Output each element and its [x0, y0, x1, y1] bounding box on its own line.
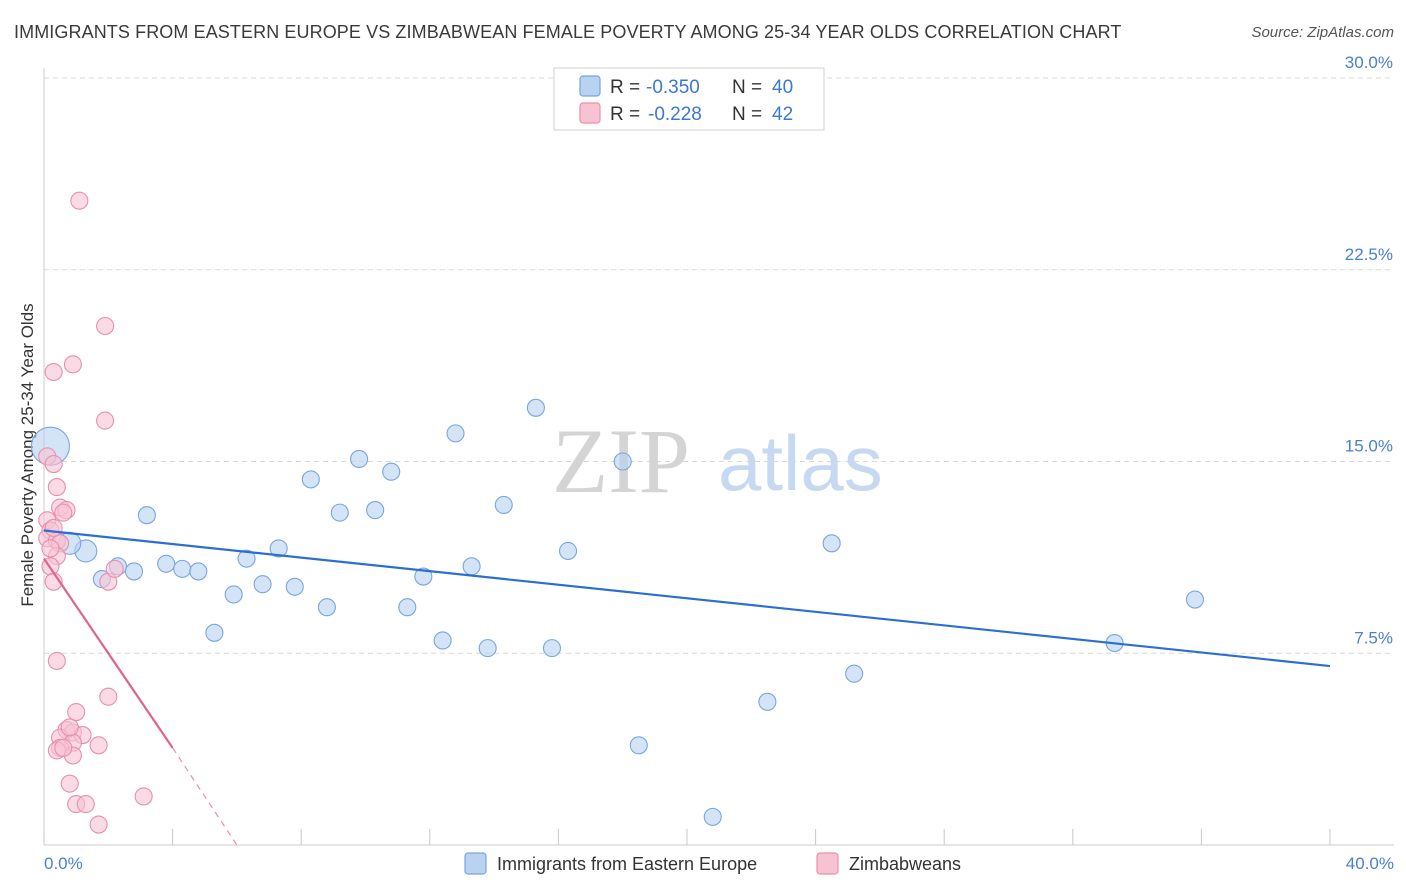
point-eastern-europe — [285, 577, 304, 596]
point-eastern-europe — [494, 495, 513, 515]
legend-swatch-blue — [579, 75, 601, 97]
y-tick-label: 7.5% — [1354, 628, 1393, 647]
point-eastern-europe — [350, 449, 369, 468]
point-eastern-europe — [758, 692, 777, 711]
point-eastern-europe — [526, 398, 545, 417]
point-zimbabweans — [47, 478, 66, 497]
point-zimbabweans — [89, 736, 108, 755]
point-zimbabweans — [41, 539, 60, 558]
point-eastern-europe — [446, 424, 465, 443]
point-zimbabweans — [54, 738, 73, 757]
point-eastern-europe — [124, 562, 144, 581]
trend-line-zimbabweans — [43, 558, 174, 749]
point-zimbabweans — [99, 687, 118, 706]
legend-r-value-blue: -0.350 — [646, 77, 700, 98]
point-zimbabweans — [60, 718, 79, 737]
legend-r-label-pink: R = — [610, 104, 640, 125]
point-eastern-europe — [462, 557, 481, 576]
series-legend-swatch-pink — [816, 852, 839, 875]
point-zimbabweans — [60, 774, 79, 793]
x-tick-labels: 0.0% 40.0% — [44, 854, 1394, 873]
point-eastern-europe — [224, 585, 243, 604]
legend-n-value-pink: 42 — [772, 104, 793, 125]
x-tick-label-min: 0.0% — [44, 854, 83, 873]
point-zimbabweans — [134, 787, 153, 806]
legend-r-value-pink: -0.228 — [648, 104, 702, 125]
legend-n-value-blue: 40 — [772, 77, 793, 98]
trend-line-eastern-europe — [43, 529, 1331, 668]
x-axis-ticks — [43, 829, 1331, 845]
point-eastern-europe — [189, 562, 208, 581]
point-eastern-europe — [433, 631, 452, 650]
y-tick-label: 30.0% — [1345, 53, 1393, 72]
point-eastern-europe — [137, 506, 156, 525]
y-tick-label: 22.5% — [1345, 245, 1393, 264]
point-eastern-europe — [845, 664, 864, 683]
point-eastern-europe — [629, 736, 648, 755]
legend-r-label-blue: R = — [610, 77, 640, 98]
point-eastern-europe — [301, 470, 320, 489]
series-zimbabweans-points — [38, 191, 153, 834]
point-zimbabweans — [54, 503, 73, 522]
series-eastern-europe-points — [30, 398, 1205, 826]
point-zimbabweans — [76, 795, 95, 814]
point-zimbabweans — [67, 703, 86, 722]
point-eastern-europe — [157, 554, 176, 573]
series-legend-label-pink: Zimbabweans — [849, 854, 961, 874]
y-tick-label: 15.0% — [1345, 437, 1393, 456]
point-eastern-europe — [382, 462, 401, 481]
point-eastern-europe — [269, 539, 288, 558]
point-eastern-europe — [205, 623, 224, 642]
point-zimbabweans — [89, 815, 108, 834]
point-eastern-europe — [613, 452, 632, 471]
point-zimbabweans — [96, 411, 115, 430]
point-eastern-europe — [1185, 590, 1205, 609]
point-zimbabweans — [70, 191, 89, 210]
trend-lines — [43, 529, 1331, 846]
legend-swatch-pink — [579, 102, 601, 124]
point-eastern-europe — [703, 807, 722, 826]
chart-title: IMMIGRANTS FROM EASTERN EUROPE VS ZIMBAB… — [14, 22, 1122, 42]
point-zimbabweans — [44, 518, 63, 538]
point-zimbabweans — [105, 559, 124, 578]
legend-box: R = -0.350 N = 40 R = -0.228 N = 42 — [553, 67, 825, 131]
point-eastern-europe — [317, 598, 336, 617]
point-zimbabweans — [63, 355, 82, 374]
point-zimbabweans — [44, 362, 63, 382]
point-eastern-europe — [414, 567, 433, 586]
point-eastern-europe — [253, 575, 272, 594]
point-eastern-europe — [366, 501, 385, 520]
point-eastern-europe — [558, 541, 578, 561]
point-zimbabweans — [47, 651, 66, 670]
legend-n-label-blue: N = — [732, 77, 762, 98]
point-eastern-europe — [237, 549, 256, 568]
point-eastern-europe — [330, 503, 349, 522]
series-legend: Immigrants from Eastern Europe Zimbabwea… — [464, 852, 961, 875]
series-legend-label-blue: Immigrants from Eastern Europe — [497, 854, 757, 874]
x-tick-label-max: 40.0% — [1346, 854, 1394, 873]
y-tick-labels: 7.5% 15.0% 22.5% 30.0% — [1345, 53, 1393, 647]
trend-line-zimbabweans-extension — [172, 747, 238, 846]
point-eastern-europe — [173, 559, 192, 578]
series-legend-swatch-blue — [464, 852, 487, 875]
watermark: ZIP atlas — [552, 410, 883, 512]
point-eastern-europe — [398, 598, 417, 617]
point-zimbabweans — [44, 455, 63, 474]
watermark-atlas: atlas — [718, 419, 883, 507]
point-eastern-europe — [822, 534, 841, 553]
source-credit: Source: ZipAtlas.com — [1251, 24, 1394, 41]
point-zimbabweans — [96, 316, 115, 336]
point-eastern-europe — [542, 639, 562, 658]
point-eastern-europe — [478, 639, 497, 658]
gridlines — [44, 77, 1394, 654]
legend-n-label-pink: N = — [732, 104, 762, 125]
